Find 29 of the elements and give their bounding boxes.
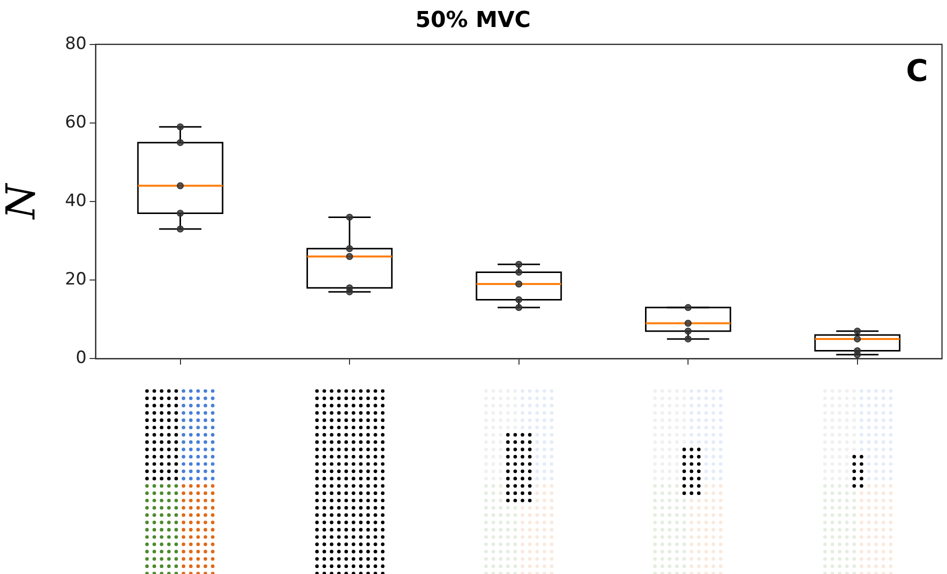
point [854,328,861,335]
point [515,260,522,268]
point [684,328,692,335]
point [854,347,861,354]
point [684,304,692,312]
y-axis-title: N [0,182,44,220]
point [346,214,354,221]
point [515,304,522,312]
y-tick-label: 40 [64,190,87,211]
point [346,252,354,260]
point [176,225,184,232]
point [515,268,522,276]
y-tick-label: 80 [64,34,87,54]
point [346,284,354,292]
point [176,182,184,190]
annotation: C [906,54,928,90]
point [515,296,522,304]
point [515,280,522,288]
point [684,320,692,327]
point [176,123,184,130]
y-tick-label: 60 [64,112,87,132]
point [176,210,184,217]
y-tick-label: 0 [76,348,87,368]
y-tick-label: 20 [64,269,87,290]
point [684,335,692,342]
point [346,245,354,252]
chart-title: 50% MVC [415,8,531,33]
point [854,335,861,342]
point [176,139,184,146]
